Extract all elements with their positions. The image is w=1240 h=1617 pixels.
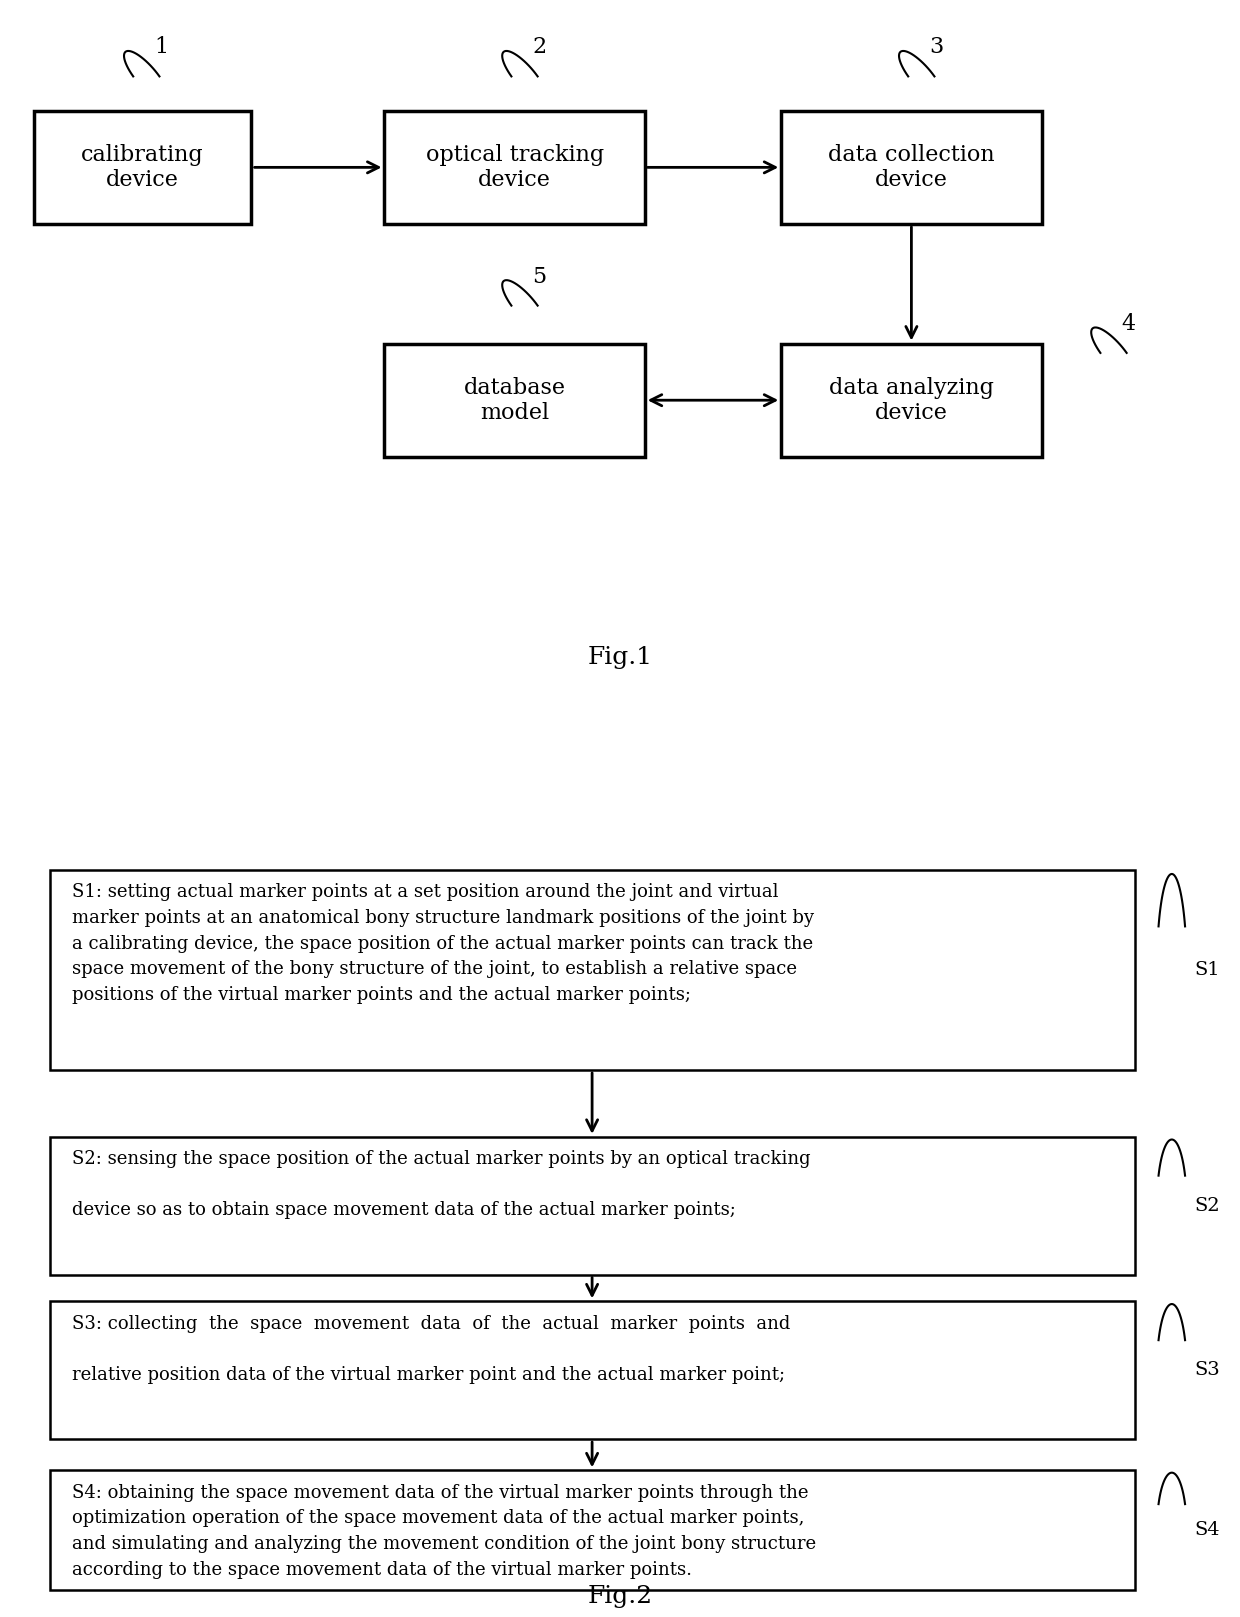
Text: S4: S4: [1194, 1522, 1220, 1539]
Text: 5: 5: [532, 265, 547, 288]
FancyBboxPatch shape: [50, 870, 1135, 1070]
FancyBboxPatch shape: [50, 1470, 1135, 1591]
Text: optical tracking
device: optical tracking device: [425, 144, 604, 191]
Text: calibrating
device: calibrating device: [82, 144, 203, 191]
Text: data analyzing
device: data analyzing device: [830, 377, 993, 424]
Text: S2: sensing the space position of the actual marker points by an optical trackin: S2: sensing the space position of the ac…: [72, 1150, 811, 1219]
FancyBboxPatch shape: [50, 1137, 1135, 1274]
Text: Fig.2: Fig.2: [588, 1585, 652, 1607]
FancyBboxPatch shape: [384, 112, 645, 223]
FancyBboxPatch shape: [781, 344, 1042, 456]
Text: 2: 2: [532, 36, 547, 58]
FancyBboxPatch shape: [781, 112, 1042, 223]
FancyBboxPatch shape: [35, 112, 250, 223]
FancyBboxPatch shape: [50, 1302, 1135, 1439]
Text: S1: setting actual marker points at a set position around the joint and virtual
: S1: setting actual marker points at a se…: [72, 883, 813, 1004]
Text: Fig.1: Fig.1: [588, 647, 652, 669]
Text: S1: S1: [1194, 960, 1220, 978]
Text: S3: collecting  the  space  movement  data  of  the  actual  marker  points  and: S3: collecting the space movement data o…: [72, 1315, 790, 1384]
Text: S4: obtaining the space movement data of the virtual marker points through the
o: S4: obtaining the space movement data of…: [72, 1484, 816, 1578]
Text: S3: S3: [1194, 1362, 1220, 1379]
Text: 4: 4: [1121, 312, 1136, 335]
FancyBboxPatch shape: [384, 344, 645, 456]
Text: data collection
device: data collection device: [828, 144, 994, 191]
Text: database
model: database model: [464, 377, 565, 424]
Text: S2: S2: [1194, 1197, 1220, 1214]
Text: 1: 1: [154, 36, 169, 58]
Text: 3: 3: [929, 36, 944, 58]
